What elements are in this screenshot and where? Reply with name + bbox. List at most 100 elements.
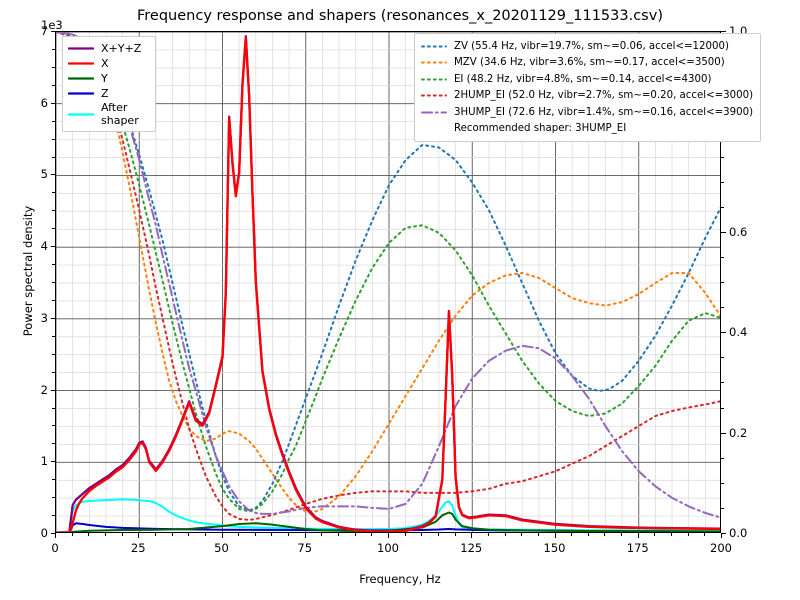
legend-item-label: 3HUMP_EI (72.6 Hz, vibr=1.4%, sm~=0.16, … bbox=[454, 106, 754, 118]
axis-tick bbox=[50, 102, 55, 104]
y-tick-label: 3 bbox=[40, 310, 48, 325]
legend-item[interactable]: X+Y+Z bbox=[68, 41, 149, 56]
legend-item[interactable]: 2HUMP_EI (52.0 Hz, vibr=2.7%, sm~=0.20, … bbox=[421, 88, 753, 105]
axis-tick bbox=[304, 533, 306, 538]
x-tick-label: 100 bbox=[377, 541, 399, 555]
axis-tick bbox=[52, 353, 55, 355]
axis-tick bbox=[637, 533, 639, 538]
legend-swatch-x bbox=[68, 58, 94, 69]
axis-tick bbox=[50, 246, 55, 248]
shaper-curve-zv bbox=[56, 32, 720, 512]
axis-tick bbox=[537, 533, 539, 536]
legend-item[interactable]: EI (48.2 Hz, vibr=4.8%, sm~=0.14, accel<… bbox=[421, 71, 753, 88]
y2-tick-label: 0.0 bbox=[729, 526, 748, 540]
axis-tick bbox=[721, 156, 724, 158]
legend-swatch-2hump_ei bbox=[421, 90, 447, 101]
shaper-curve-2hump_ei bbox=[56, 32, 720, 521]
x-tick-label: 25 bbox=[130, 541, 146, 555]
y-tick-label: 4 bbox=[40, 239, 48, 254]
psd-curve-after-shaper bbox=[68, 498, 720, 532]
legend-item[interactable]: Y bbox=[68, 71, 149, 86]
axis-tick bbox=[721, 256, 724, 258]
y-tick-label: 5 bbox=[40, 167, 48, 182]
x-tick-label: 175 bbox=[626, 541, 649, 555]
legend-item-label: EI (48.2 Hz, vibr=4.8%, sm~=0.14, accel<… bbox=[454, 73, 712, 85]
shaper-legend: ZV (55.4 Hz, vibr=19.7%, sm~=0.06, accel… bbox=[414, 33, 762, 142]
axis-tick bbox=[52, 120, 55, 122]
axis-tick bbox=[52, 66, 55, 68]
legend-swatch-ei bbox=[421, 74, 447, 85]
legend-line-sample bbox=[68, 92, 94, 95]
legend-item-label: X bbox=[101, 57, 109, 70]
axis-tick bbox=[52, 48, 55, 50]
legend-item[interactable]: After shaper bbox=[68, 101, 149, 127]
legend-swatch-mzv bbox=[421, 57, 447, 68]
legend-swatch-y bbox=[68, 73, 94, 84]
axis-tick bbox=[721, 457, 724, 459]
axis-tick bbox=[50, 317, 55, 319]
axis-tick bbox=[52, 192, 55, 194]
legend-item-label: 2HUMP_EI (52.0 Hz, vibr=2.7%, sm~=0.20, … bbox=[454, 90, 754, 102]
axis-tick bbox=[52, 210, 55, 212]
axis-tick bbox=[52, 282, 55, 283]
legend-item-label: Z bbox=[101, 87, 109, 100]
axis-tick bbox=[721, 282, 724, 283]
axis-tick bbox=[321, 533, 323, 536]
axis-tick bbox=[104, 533, 106, 536]
axis-tick bbox=[487, 533, 489, 536]
axis-tick bbox=[55, 533, 56, 538]
axis-tick bbox=[721, 533, 722, 538]
axis-tick bbox=[50, 31, 55, 32]
legend-item-label: ZV (55.4 Hz, vibr=19.7%, sm~=0.06, accel… bbox=[454, 40, 729, 52]
legend-item-label: MZV (34.6 Hz, vibr=3.6%, sm~=0.17, accel… bbox=[454, 57, 725, 69]
axis-tick bbox=[521, 533, 523, 536]
axis-tick bbox=[50, 461, 55, 463]
legend-line-sample bbox=[68, 77, 94, 80]
axis-tick bbox=[52, 84, 55, 86]
legend-line-sample bbox=[68, 62, 94, 65]
axis-tick bbox=[52, 371, 55, 373]
axis-tick bbox=[204, 533, 206, 536]
x-axis-label: Frequency, Hz bbox=[359, 572, 441, 586]
axis-tick bbox=[721, 181, 724, 183]
axis-tick bbox=[721, 407, 724, 409]
psd-curve-x bbox=[56, 36, 720, 532]
y-tick-label: 2 bbox=[40, 382, 48, 397]
axis-tick bbox=[721, 231, 726, 233]
axis-tick bbox=[721, 332, 726, 334]
x-tick-label: 75 bbox=[297, 541, 313, 555]
x-tick-label: 200 bbox=[710, 541, 732, 555]
legend-item[interactable]: 3HUMP_EI (72.6 Hz, vibr=1.4%, sm~=0.16, … bbox=[421, 104, 753, 121]
legend-swatch-z bbox=[68, 88, 94, 99]
axis-tick bbox=[50, 389, 55, 391]
legend-line-sample bbox=[421, 61, 447, 64]
recommended-shaper-note: Recommended shaper: 3HUMP_EI bbox=[421, 121, 753, 138]
series-legend: X+Y+Z X Y Z After shaper bbox=[62, 36, 156, 132]
x-tick-label: 0 bbox=[51, 541, 59, 555]
legend-item-label: X+Y+Z bbox=[101, 42, 142, 55]
x-tick-label: 150 bbox=[543, 541, 566, 555]
axis-tick bbox=[421, 533, 423, 536]
axis-tick bbox=[52, 497, 55, 499]
legend-item[interactable]: ZV (55.4 Hz, vibr=19.7%, sm~=0.06, accel… bbox=[421, 38, 753, 55]
legend-line-sample bbox=[68, 112, 94, 116]
legend-item-label: Y bbox=[101, 72, 108, 85]
axis-tick bbox=[52, 407, 55, 409]
axis-tick bbox=[721, 206, 724, 208]
legend-line-sample bbox=[421, 94, 447, 97]
recommended-shaper-text: Recommended shaper: 3HUMP_EI bbox=[454, 123, 627, 135]
x-tick-label: 125 bbox=[460, 541, 483, 555]
axis-tick bbox=[50, 174, 55, 176]
legend-item[interactable]: MZV (34.6 Hz, vibr=3.6%, sm~=0.17, accel… bbox=[421, 55, 753, 72]
legend-item[interactable]: X bbox=[68, 56, 149, 71]
axis-tick bbox=[354, 533, 356, 536]
y2-tick-label: 0.4 bbox=[729, 325, 748, 340]
axis-tick bbox=[654, 533, 656, 536]
legend-item[interactable]: Z bbox=[68, 86, 149, 101]
axis-tick bbox=[71, 533, 73, 536]
axis-tick bbox=[471, 533, 473, 538]
shaper-curve-3hump_ei bbox=[56, 32, 720, 519]
axis-tick bbox=[121, 533, 123, 536]
y-tick-label: 0 bbox=[40, 526, 48, 540]
